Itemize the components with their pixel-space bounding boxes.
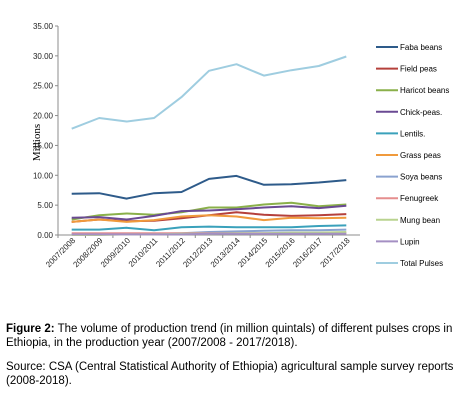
- figure-caption-text: The volume of production trend (in milli…: [6, 323, 453, 349]
- figure-label: Figure 2:: [6, 323, 55, 335]
- y-tick-labels: 0.00 5.00 10.00 15.00 20.00 25.00 30.00 35.00: [33, 22, 58, 240]
- series-line-total-pulses: [71, 55, 347, 130]
- legend: Faba beans Field peas Haricot beans Chick-p…: [376, 43, 449, 268]
- y-tick-label: 10.00: [33, 171, 54, 180]
- chart-axes: [57, 26, 360, 236]
- x-tick-label: 2017/2018: [319, 236, 352, 269]
- y-tick-label: 30.00: [33, 52, 54, 61]
- figure-caption: Figure 2: The volume of production trend…: [6, 322, 469, 350]
- chart: 0.00 5.00 10.00 15.00 20.00 25.00 30.00 35.00 2…: [31, 22, 449, 269]
- series-line-lentils: [71, 224, 347, 232]
- legend-label: Mung bean: [400, 216, 440, 225]
- y-axis-label: Millions: [31, 124, 43, 161]
- legend-label: Soya beans: [400, 173, 442, 182]
- legend-label: Haricot beans: [400, 86, 449, 95]
- y-tick-label: 25.00: [33, 82, 54, 91]
- legend-label: Lentils.: [400, 129, 425, 138]
- legend-label: Lupin: [400, 237, 420, 246]
- y-tick-label: 35.00: [33, 22, 54, 31]
- figure-source: Source: CSA (Central Statistical Authori…: [6, 361, 454, 387]
- series-lines: [71, 55, 347, 236]
- y-tick-label: 20.00: [33, 112, 54, 121]
- y-tick-label: 15.00: [33, 141, 54, 150]
- legend-label: Faba beans: [400, 43, 442, 52]
- legend-label: Fenugreek: [400, 194, 439, 203]
- series-line-faba-beans: [71, 174, 347, 200]
- legend-label: Field peas: [400, 65, 437, 74]
- y-tick-label: 5.00: [37, 201, 53, 210]
- series-line-haricot-beans: [71, 201, 347, 221]
- x-tick-labels: 2007/20082008/20092009/20102010/20112011…: [44, 235, 352, 269]
- legend-label: Total Pulses: [400, 259, 443, 268]
- series-line-chick-peas: [71, 204, 347, 221]
- y-tick-label: 0.00: [37, 231, 53, 240]
- series-line-grass-peas: [71, 214, 347, 223]
- legend-label: Grass peas: [400, 151, 441, 160]
- series-line-lupin: [71, 232, 347, 236]
- legend-label: Chick-peas.: [400, 108, 442, 117]
